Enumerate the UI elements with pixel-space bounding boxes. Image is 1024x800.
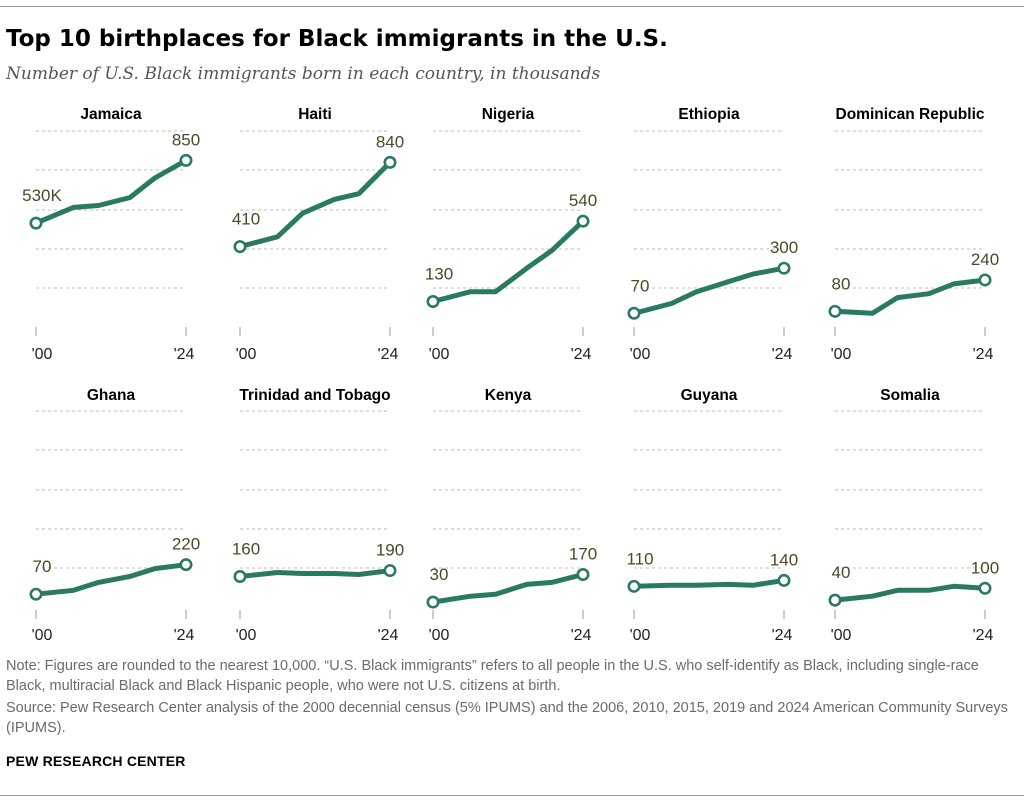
x-tick-label-start: '00 — [236, 346, 257, 363]
point-start-ethiopia — [627, 306, 641, 320]
point-end-guyana — [777, 573, 791, 587]
point-start-jamaica — [29, 216, 43, 230]
x-tick-label-end: '24 — [174, 627, 195, 644]
x-tick-label-start: '00 — [236, 627, 257, 644]
panel-title-kenya: Kenya — [485, 387, 532, 404]
x-tick-label-start: '00 — [32, 627, 53, 644]
series-line-trinidad-and-tobago — [237, 568, 393, 579]
data-label-end-guyana: 140 — [770, 550, 798, 569]
point-start-guyana — [627, 579, 641, 593]
data-label-end-somalia: 100 — [971, 558, 999, 577]
point-end-jamaica — [179, 153, 193, 167]
x-tick-label-end: '24 — [378, 346, 399, 363]
panel-title-somalia: Somalia — [880, 387, 940, 404]
data-label-end-trinidad-and-tobago: 190 — [376, 541, 404, 560]
footnote-source: Source: Pew Research Center analysis of … — [6, 700, 1008, 736]
point-start-kenya — [426, 595, 440, 609]
point-end-kenya — [576, 568, 590, 582]
x-tick-label-start: '00 — [630, 627, 651, 644]
brand-credit: PEW RESEARCH CENTER — [6, 753, 186, 769]
bottom-rule — [0, 795, 1024, 796]
series-line-ghana — [33, 562, 189, 597]
point-start-dominican-republic — [828, 304, 842, 318]
data-label-start-guyana: 110 — [626, 549, 653, 568]
x-tick-label-start: '00 — [429, 346, 450, 363]
panel-title-haiti: Haiti — [298, 106, 332, 123]
chart-title: Top 10 birthplaces for Black immigrants … — [6, 26, 668, 52]
x-tick-label-end: '24 — [571, 627, 592, 644]
series-line-nigeria — [430, 218, 586, 304]
panel-title-jamaica: Jamaica — [80, 106, 142, 123]
point-start-trinidad-and-tobago — [233, 569, 247, 583]
point-end-nigeria — [576, 214, 590, 228]
series-line-haiti — [237, 159, 393, 250]
data-label-start-ghana: 70 — [33, 557, 52, 576]
x-tick-label-end: '24 — [772, 627, 793, 644]
point-end-haiti — [383, 155, 397, 169]
data-label-end-nigeria: 540 — [569, 191, 597, 210]
data-label-start-trinidad-and-tobago: 160 — [232, 539, 260, 558]
series-line-ethiopia — [631, 265, 787, 316]
point-end-trinidad-and-tobago — [383, 564, 397, 578]
x-tick-label-start: '00 — [429, 627, 450, 644]
panel-title-trinidad-and-tobago: Trinidad and Tobago — [239, 387, 390, 404]
top-rule — [0, 6, 1024, 7]
data-label-end-ethiopia: 300 — [770, 238, 798, 257]
series-line-somalia — [832, 583, 988, 603]
panel-title-guyana: Guyana — [681, 387, 738, 404]
data-label-end-haiti: 840 — [376, 132, 404, 151]
x-tick-label-start: '00 — [630, 346, 651, 363]
data-label-end-kenya: 170 — [569, 545, 597, 564]
panel-title-ethiopia: Ethiopia — [678, 106, 740, 123]
point-end-somalia — [978, 581, 992, 595]
data-label-end-dominican-republic: 240 — [971, 250, 999, 269]
x-tick-label-end: '24 — [571, 346, 592, 363]
panel-title-nigeria: Nigeria — [482, 106, 535, 123]
x-tick-label-start: '00 — [831, 627, 852, 644]
point-end-ghana — [179, 558, 193, 572]
point-start-nigeria — [426, 295, 440, 309]
point-start-haiti — [233, 240, 247, 254]
panel-title-dominican-republic: Dominican Republic — [836, 106, 985, 123]
series-line-jamaica — [33, 157, 189, 226]
data-label-end-jamaica: 850 — [172, 130, 200, 149]
data-label-start-somalia: 40 — [832, 563, 851, 582]
point-start-ghana — [29, 587, 43, 601]
panel-title-ghana: Ghana — [87, 387, 136, 404]
point-end-ethiopia — [777, 261, 791, 275]
x-tick-label-end: '24 — [174, 346, 195, 363]
x-tick-label-start: '00 — [831, 346, 852, 363]
data-label-start-jamaica: 530K — [22, 186, 62, 205]
x-tick-label-start: '00 — [32, 346, 53, 363]
series-line-guyana — [631, 577, 787, 589]
data-label-start-kenya: 30 — [430, 565, 449, 584]
data-label-start-nigeria: 130 — [425, 265, 453, 284]
data-label-start-ethiopia: 70 — [631, 276, 650, 295]
point-start-somalia — [828, 593, 842, 607]
data-label-end-ghana: 220 — [172, 535, 200, 554]
x-tick-label-end: '24 — [973, 627, 994, 644]
series-line-dominican-republic — [832, 277, 988, 316]
x-tick-label-end: '24 — [378, 627, 399, 644]
series-line-kenya — [430, 572, 586, 605]
data-label-start-dominican-republic: 80 — [832, 274, 851, 293]
x-tick-label-end: '24 — [973, 346, 994, 363]
chart-subtitle: Number of U.S. Black immigrants born in … — [6, 64, 601, 84]
point-end-dominican-republic — [978, 273, 992, 287]
data-label-start-haiti: 410 — [232, 210, 260, 229]
footnote-note: Note: Figures are rounded to the nearest… — [6, 658, 979, 694]
x-tick-label-end: '24 — [772, 346, 793, 363]
